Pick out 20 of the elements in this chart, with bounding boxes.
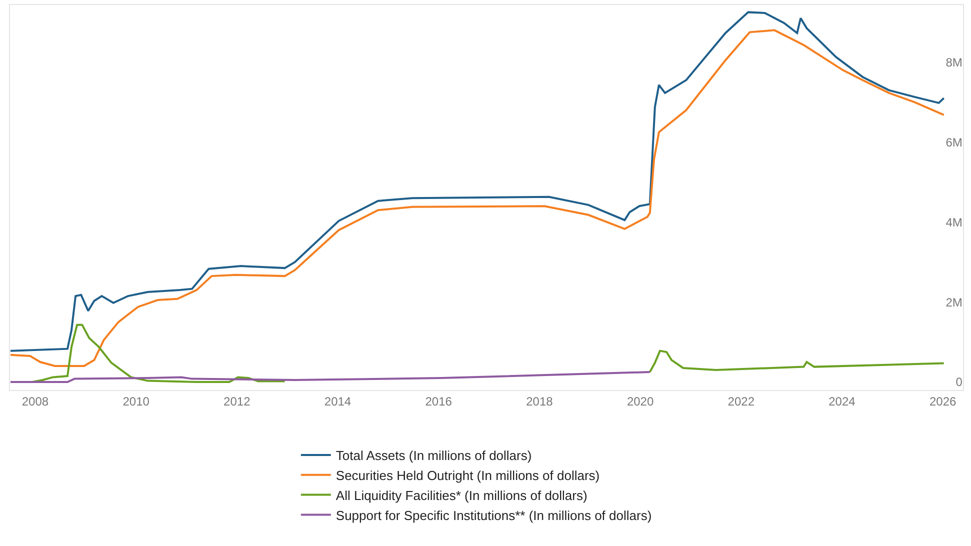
legend-label: Support for Specific Institutions** (In millions of dollars) [336, 508, 652, 523]
y-tick-label: 2M [946, 295, 962, 310]
x-tick-label: 2016 [425, 394, 452, 408]
x-tick-label: 2008 [22, 394, 49, 408]
x-tick-label: 2022 [728, 394, 755, 408]
legend-label: All Liquidity Facilities* (In millions of dollars) [336, 488, 588, 503]
line-series [10, 371, 651, 383]
y-tick-label: 6M [946, 135, 962, 150]
x-tick-label: 2026 [929, 394, 956, 408]
x-tick-label: 2014 [324, 394, 352, 408]
y-tick-label: 8M [946, 55, 962, 70]
y-tick-label: 0 [956, 375, 963, 390]
x-tick-label: 2020 [626, 394, 654, 408]
legend-label: Securities Held Outright (In millions of dollars) [336, 468, 600, 483]
y-tick-label: 4M [946, 215, 962, 230]
x-tick-label: 2018 [526, 394, 554, 408]
x-tick-label: 2010 [122, 394, 150, 408]
legend-label: Total Assets (In millions of dollars) [336, 448, 532, 464]
x-tick-label: 2024 [828, 394, 856, 408]
x-tick-label: 2012 [224, 394, 251, 408]
